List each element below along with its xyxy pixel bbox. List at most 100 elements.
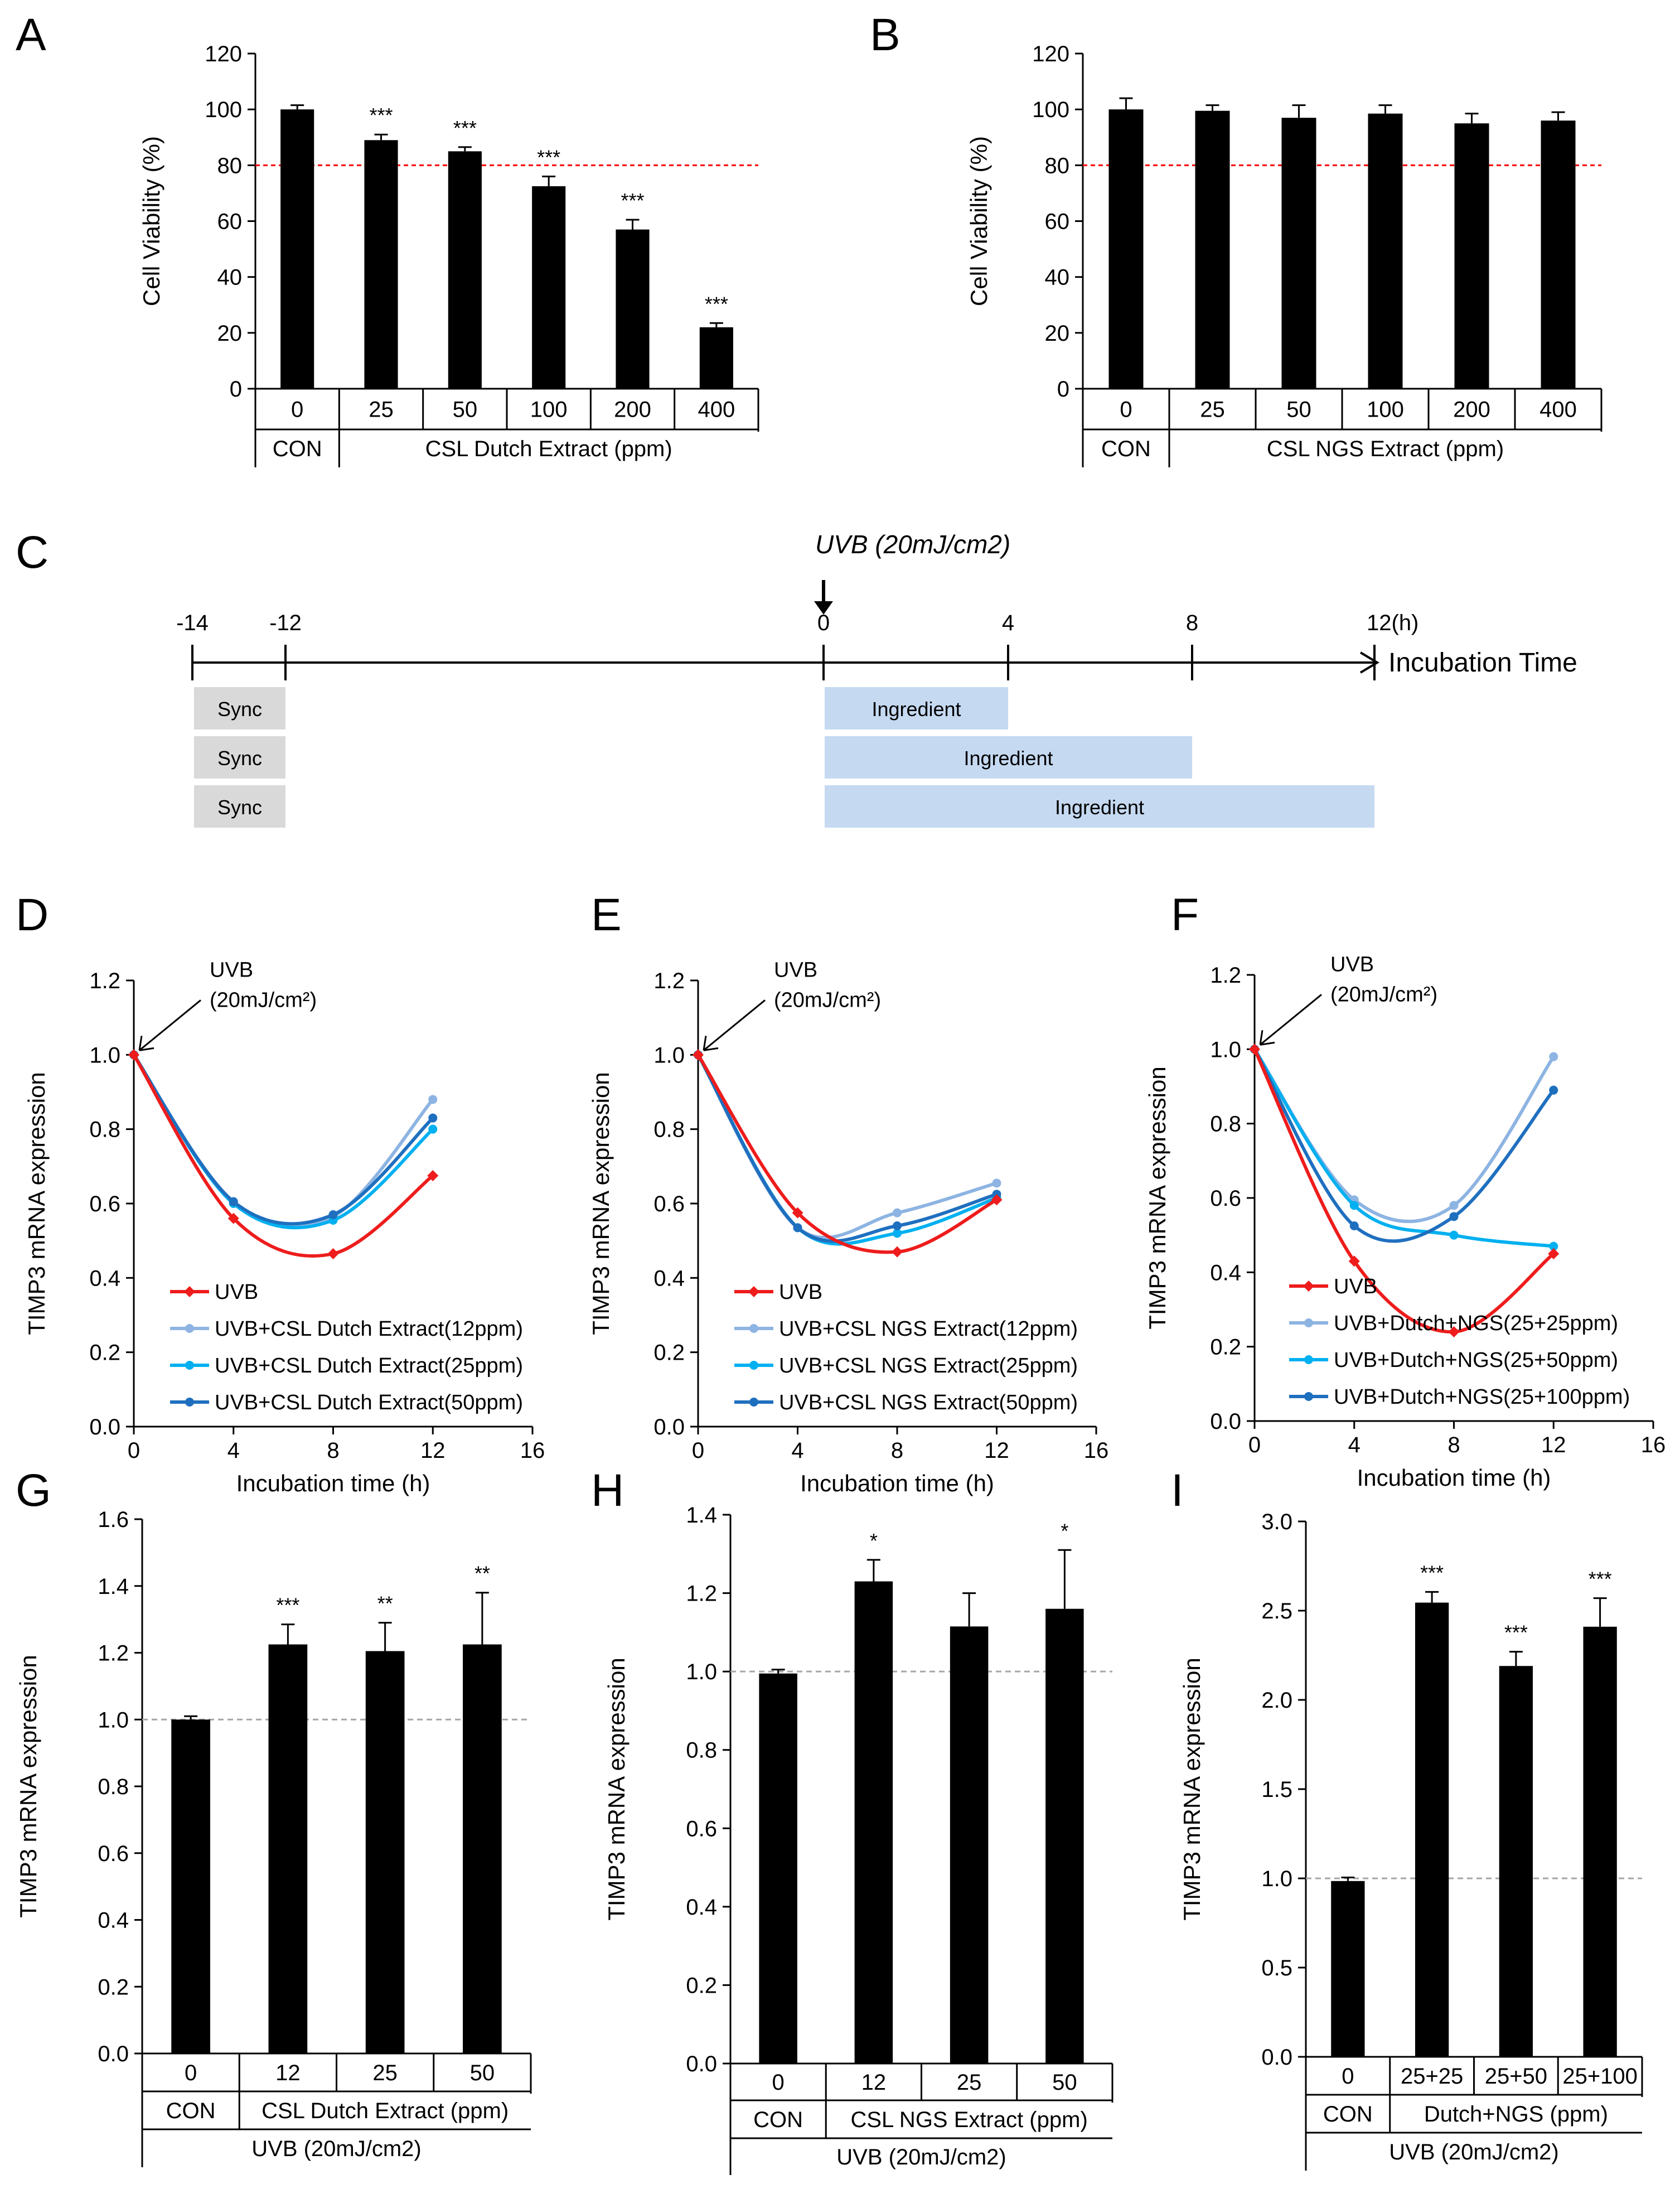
panel-e-y-axis-title: TIMP3 mRNA expression [588,1072,614,1335]
panel-i-bar [1415,1602,1449,2057]
panel-a-y-tick-label: 60 [217,210,243,234]
panel-letter-G: G [16,1465,51,1516]
panel-e-series-marker [892,1246,903,1258]
chart-d-timp3-dutch-time: 0.0 0.2 0.4 0.6 0.8 1.0 1.2 0 4 8 12 16 Incubation t… [23,958,545,1496]
panel-b-category-label: 200 [1453,398,1490,422]
timeline-axis-title: Incubation Time [1388,648,1577,678]
panel-h-bar [854,1581,893,2064]
timeline-ingredient-label: Ingredient [964,747,1053,770]
panel-f-legend-marker [1304,1318,1313,1327]
panel-h-bar [950,1626,989,2064]
panel-f-uvb-arrow-head [1259,1030,1275,1046]
chart-b-viability-ngs: 0 20 40 60 80 100 120 Cell Viability (%) 0 25 50 10… [966,42,1602,467]
panel-e-series-marker [992,1178,1001,1188]
panel-h-y-tick-label: 0.8 [686,1738,717,1763]
panel-a-y-tick-label: 120 [205,42,242,66]
timeline-uvb-label: UVB (20mJ/cm2) [815,530,1010,559]
panel-letter-A: A [16,9,46,60]
panel-b-category-label: 50 [1286,398,1311,422]
chart-i-timp3-combo-bar: 0.0 0.5 1.0 1.5 2.0 2.5 3.0 TIMP3 mRNA expressi… [1179,1510,1643,2171]
panel-d-series-marker [128,1049,139,1061]
panel-h-category-label: 25 [957,2070,982,2095]
panel-h-category-label: 50 [1052,2070,1077,2095]
panel-d-x-axis-title: Incubation time (h) [236,1470,430,1496]
panel-b-y-axis-title: Cell Viability (%) [966,136,992,306]
panel-i-category-label: 25+100 [1562,2064,1638,2089]
panel-d-y-axis-title: TIMP3 mRNA expression [23,1072,50,1335]
panel-f-series-marker [1349,1201,1359,1210]
panel-f-series-marker [1449,1230,1459,1240]
timeline-tick-label: 4 [1002,611,1014,635]
panel-g-significance-label: ** [475,1562,490,1585]
panel-d-y-tick-label: 1.0 [89,1043,120,1067]
panel-g-category-label: 0 [185,2061,197,2085]
panel-d-series-marker [428,1095,438,1104]
panel-f-series-marker [1549,1085,1558,1095]
panel-g-bar [365,1651,405,2053]
panel-f-legend-label: UVB+Dutch+NGS(25+50ppm) [1334,1349,1618,1372]
timeline-ingredient-box [825,785,1374,828]
panel-a-y-axis-title: Cell Viability (%) [138,136,164,306]
panel-i-bar [1583,1626,1617,2057]
timeline-uvb-arrowhead [814,601,833,615]
panel-f-y-axis-title: TIMP3 mRNA expression [1144,1066,1170,1329]
panel-a-y-tick-label: 20 [217,321,243,346]
panel-h-category-label: 0 [772,2070,785,2095]
panel-e-legend-marker [748,1286,759,1297]
panel-d-series-marker [229,1197,238,1206]
panel-e-y-tick-label: 0.2 [653,1341,685,1365]
panel-e-legend-label: UVB+CSL NGS Extract(50ppm) [779,1391,1078,1414]
panel-i-category-label: 0 [1342,2064,1354,2089]
panel-h-y-tick-label: 0.2 [686,1973,717,1998]
panel-g-group-label: CSL Dutch Extract (ppm) [262,2099,509,2123]
panel-e-y-tick-label: 0.6 [653,1192,685,1216]
panel-e-x-axis-title: Incubation time (h) [800,1470,994,1496]
panel-e-series-marker [893,1208,902,1217]
panel-i-group-label: Dutch+NGS (ppm) [1424,2102,1608,2127]
timeline-sync-label: Sync [217,698,262,721]
panel-g-significance-label: *** [276,1594,299,1617]
panel-d-x-tick-label: 8 [327,1438,339,1463]
panel-i-bar [1331,1881,1365,2057]
panel-d-x-tick-label: 12 [420,1438,446,1463]
panel-b-group-label: CON [1101,437,1151,461]
panel-e-legend-label: UVB+CSL NGS Extract(25ppm) [779,1354,1078,1378]
panel-h-significance-label: * [870,1529,878,1552]
panel-f-uvb-arrow [1260,994,1322,1046]
panel-i-bar [1499,1666,1533,2057]
panel-a-y-tick-label: 100 [205,98,242,122]
panel-d-series-marker [227,1212,239,1224]
panel-e-x-tick-label: 4 [791,1438,803,1463]
panel-d-x-tick-label: 0 [128,1438,140,1463]
panel-g-y-tick-label: 1.0 [98,1708,129,1732]
panel-f-y-tick-label: 0.4 [1210,1260,1241,1285]
panel-i-y-tick-label: 1.0 [1261,1867,1292,1891]
chart-g-timp3-dutch-bar: 0.0 0.2 0.4 0.6 0.8 1.0 1.2 1.4 1.6 TIMP3 mRNA ex… [15,1507,532,2167]
panel-a-bar [448,151,482,389]
panel-d-legend-marker [185,1324,194,1333]
panel-e-uvb-arrow [703,999,766,1051]
panel-g-bottom-label: UVB (20mJ/cm2) [251,2137,422,2161]
timeline-ingredient-box [825,736,1192,779]
panel-h-bar [1045,1608,1084,2064]
panel-b-group-label: CSL NGS Extract (ppm) [1267,437,1504,461]
panel-e-series-marker [693,1049,704,1061]
panel-d-uvb-arrow-head [138,1036,154,1051]
panel-b-bar [1368,113,1403,389]
panel-a-bar [699,327,733,389]
panel-b-bar [1108,109,1144,389]
panel-i-y-tick-label: 3.0 [1261,1510,1292,1534]
panel-e-series-marker [893,1221,902,1230]
panel-a-category-label: 100 [530,398,568,422]
panel-d-uvb-annotation: UVB [210,958,253,982]
panel-e-series-line [696,1054,998,1254]
panel-g-y-tick-label: 0.8 [98,1775,129,1799]
panel-a-significance-label: *** [537,146,560,168]
panel-f-y-tick-label: 0.2 [1210,1335,1241,1360]
panel-g-group-label: CON [166,2099,216,2123]
panel-d-legend-label: UVB+CSL Dutch Extract(25ppm) [215,1354,523,1378]
panel-e-legend-marker [749,1398,758,1407]
panel-a-bar [616,229,650,389]
panel-d-legend-label: UVB+CSL Dutch Extract(50ppm) [215,1391,523,1414]
panel-d-series-marker [328,1210,338,1219]
